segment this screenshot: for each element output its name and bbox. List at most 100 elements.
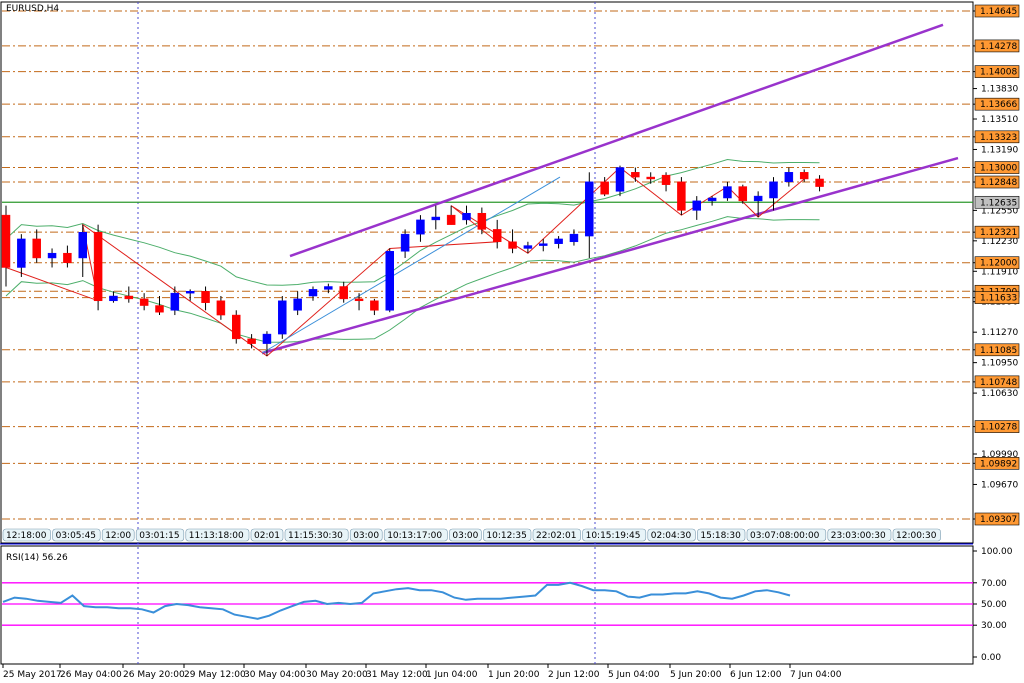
time-tag-label: 03:00 [452,531,478,541]
candle-body [677,181,686,211]
time-tag-box [383,528,448,542]
candle-body [139,298,149,306]
candle-body [17,238,26,268]
time-tag-box [449,528,482,542]
candle-body [185,291,195,294]
level-price-box [974,225,1020,239]
time-tag-box [532,528,581,542]
rsi-tick-label: 50.00 [981,600,1007,610]
time-tag-label: 03:07:08:00:00 [750,531,820,541]
candle-body [155,305,164,313]
time-tag-box [892,528,941,542]
time-tag-label: 23:03:00:30 [831,531,886,541]
price-tick-label: 1.13830 [981,85,1018,95]
channel-upper-line [289,23,944,258]
time-tag-label: 02:01 [254,531,280,541]
time-tag-box [284,528,349,542]
level-price-label: 1.10748 [980,378,1017,388]
candle-body [569,233,579,243]
channel-lower-line [261,156,959,355]
level-price-label: 1.12321 [980,228,1017,238]
level-price-label: 1.12000 [980,259,1017,269]
time-tag-box [52,528,101,542]
time-tag-label: 10:12:35 [486,531,526,541]
time-tag-label: 12:18:00 [6,531,47,541]
date-tick-label: 5 Jun 04:00 [608,670,660,680]
time-tag-box [349,528,383,542]
time-tag-box [185,528,250,542]
candle-body [539,243,548,246]
price-tick-label: 1.11910 [981,267,1018,277]
candle-body [124,295,134,300]
rsi-tick-label: 70.00 [981,579,1007,589]
level-price-label: 1.14008 [980,68,1017,78]
level-price-box [974,457,1020,470]
envelope-upper [5,158,820,286]
time-tag-label: 12:00 [105,531,131,541]
time-tag-box [746,528,827,542]
candle-body [692,200,701,211]
date-tick-label: 6 Jun 12:00 [730,670,782,680]
level-price-box [974,291,1020,304]
time-tag-label: 03:01:15 [139,531,179,541]
candle-body [631,172,640,178]
candle-body [462,212,471,221]
time-tag-box [697,528,746,542]
candle-body [508,241,517,249]
candle-body [554,238,563,244]
time-tag-label: 11:15:30:30 [288,531,343,541]
candle-body [216,300,226,316]
rsi-tick-label: 100.00 [981,547,1013,557]
time-tag-label: 03:00 [353,531,379,541]
time-tag-label: 10:13:17:00 [387,531,442,541]
date-tick-label: 25 May 2017 [3,670,62,680]
candle-body [585,181,594,237]
candle-body [385,251,394,311]
price-tick-label: 1.12230 [981,237,1018,247]
candle-body [723,186,732,199]
time-tag-box [647,528,696,542]
candle-body [615,167,625,192]
candle-body [769,181,778,199]
current-price-label: 1.12635 [980,198,1017,208]
candle-body [339,286,348,300]
price-tick-label: 1.10950 [981,359,1018,369]
candle-body [278,300,287,335]
candle-body [799,172,809,180]
chart-title: EURUSD,H4 [6,4,59,14]
level-price-box [974,65,1020,78]
time-tag-box [582,528,647,542]
level-price-box [974,343,1020,357]
envelope-lower [5,216,820,343]
candle-body [815,178,824,187]
candle-body [308,289,318,297]
rsi-title: RSI(14) 56.26 [6,553,68,563]
current-price-box [974,195,1020,209]
level-price-box [974,420,1020,433]
level-price-label: 1.13666 [980,100,1017,110]
candle-body [354,298,364,302]
date-tick-label: 26 May 20:00 [123,670,185,680]
time-tag-label: 15:18:30 [700,531,741,541]
time-tag-box [483,528,532,542]
price-tick-label: 1.09990 [981,450,1018,460]
date-tick-label: 1 Jun 20:00 [488,670,540,680]
candle-body [293,298,302,311]
time-tag-box [101,528,135,542]
date-tick-label: 1 Jun 04:00 [426,670,478,680]
date-tick-label: 29 May 12:00 [184,670,246,680]
time-tag-box [135,528,185,542]
candle-body [416,219,425,235]
main-panel-frame [0,1,974,544]
candle-body [400,233,410,252]
candles [1,165,824,356]
level-price-label: 1.09307 [980,515,1017,525]
level-price-label: 1.13000 [980,164,1017,174]
price-tick-label: 1.12550 [981,206,1018,216]
blue-trend-line [261,176,561,354]
candle-body [738,186,748,202]
level-price-box [974,4,1020,18]
level-price-box [974,130,1020,144]
time-tag-box [827,528,892,542]
